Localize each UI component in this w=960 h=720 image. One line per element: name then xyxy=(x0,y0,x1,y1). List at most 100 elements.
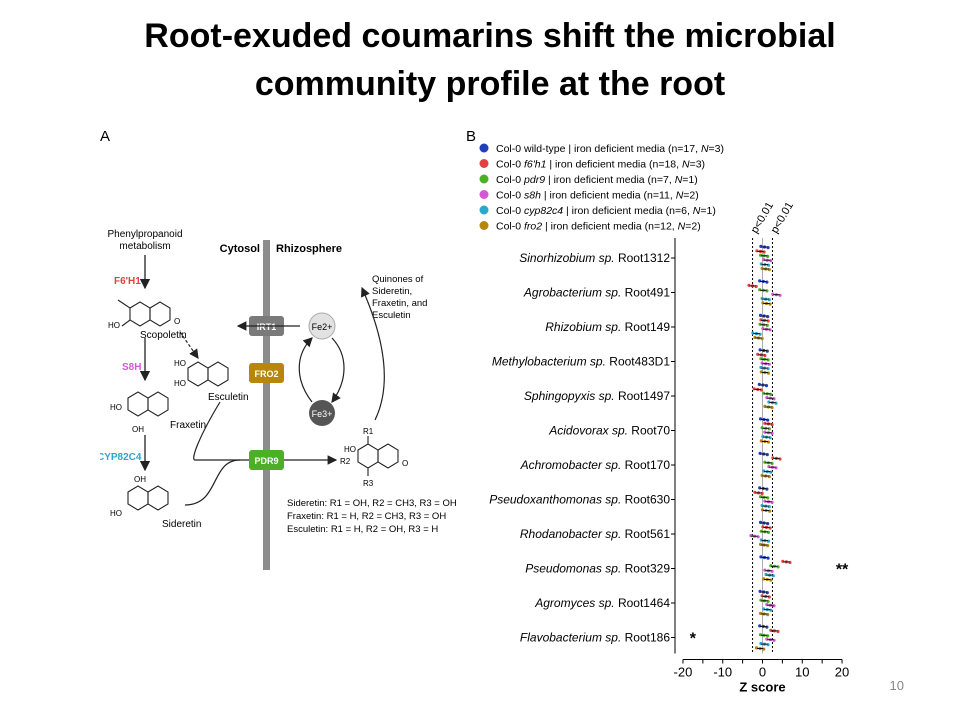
data-point xyxy=(774,401,778,405)
data-point xyxy=(776,565,780,569)
esculetin-label: Esculetin xyxy=(208,392,249,403)
data-point xyxy=(759,262,763,266)
data-point xyxy=(759,529,763,533)
legend-marker xyxy=(479,143,489,153)
title-line-1: Root-exuded coumarins shift the microbia… xyxy=(144,17,836,55)
data-point xyxy=(771,456,775,460)
x-tick-label: 10 xyxy=(795,665,809,680)
data-point xyxy=(758,633,763,637)
data-point xyxy=(763,460,767,464)
data-point xyxy=(771,574,775,578)
data-point xyxy=(769,470,773,474)
data-point xyxy=(749,534,753,538)
strain-label: Flavobacterium sp. Root186 xyxy=(520,631,670,645)
data-point xyxy=(766,246,770,250)
data-point xyxy=(753,490,757,494)
enzyme-cyp82c4: CYP82C4 xyxy=(100,452,142,463)
data-point xyxy=(765,289,769,293)
fraxetin-structure xyxy=(127,391,169,417)
scopoletin-structure xyxy=(117,299,171,327)
legend-entry: Col-0 fro2 | iron deficient media (n=12,… xyxy=(496,221,701,233)
data-point xyxy=(747,283,751,287)
strain-label: Methylobacterium sp. Root483D1 xyxy=(492,355,670,369)
data-point xyxy=(759,641,763,646)
data-point xyxy=(767,298,771,302)
data-point xyxy=(768,328,772,332)
strain-label: Pseudoxanthomonas sp. Root630 xyxy=(489,493,670,507)
data-point xyxy=(770,431,774,435)
data-points: *** xyxy=(690,244,849,651)
fe3-ion xyxy=(309,400,335,426)
data-point xyxy=(766,599,770,603)
data-point xyxy=(769,578,773,582)
data-point xyxy=(769,392,773,396)
data-point xyxy=(758,611,763,615)
data-point xyxy=(763,568,767,572)
fe3-label: Fe3+ xyxy=(312,409,333,419)
data-point xyxy=(778,293,782,297)
data-point xyxy=(761,434,765,439)
slide-title: Root-exuded coumarins shift the microbia… xyxy=(60,12,920,108)
data-point xyxy=(760,361,764,365)
fe-reduction-cycle-right xyxy=(331,337,345,403)
data-point xyxy=(762,469,766,473)
significance-star: * xyxy=(690,631,697,648)
sideretin-ho: HO xyxy=(110,509,122,518)
data-point xyxy=(776,629,780,634)
data-point xyxy=(760,266,764,270)
phenylpropanoid-line-2: metabolism xyxy=(119,241,170,252)
data-point xyxy=(759,365,763,370)
data-point xyxy=(758,279,762,283)
oxidation-arrow xyxy=(361,286,385,421)
data-point xyxy=(758,313,763,317)
data-point xyxy=(762,647,766,651)
data-point xyxy=(765,637,769,641)
data-point xyxy=(760,296,764,301)
data-point xyxy=(754,646,759,650)
data-point xyxy=(760,491,764,496)
data-point xyxy=(770,500,774,504)
data-point xyxy=(763,421,767,425)
data-point xyxy=(764,572,768,577)
data-point xyxy=(758,253,763,257)
data-point xyxy=(758,589,762,593)
data-point xyxy=(770,569,774,573)
data-point xyxy=(765,591,769,595)
strain-label: Agrobacterium sp. Root491 xyxy=(523,286,670,300)
sideretin-structure xyxy=(127,485,169,511)
data-point xyxy=(759,538,763,542)
data-point xyxy=(769,259,773,263)
data-point xyxy=(752,387,756,391)
data-point xyxy=(758,348,762,352)
data-point xyxy=(755,249,759,253)
data-point xyxy=(765,453,769,457)
cytosol-label: Cytosol xyxy=(220,243,260,255)
quinones-line-2: Sideretin, xyxy=(372,286,412,297)
data-point xyxy=(761,301,765,305)
data-point xyxy=(766,522,770,526)
strain-label: Rhizobium sp. Root149 xyxy=(545,320,670,334)
legend-entry: Col-0 f6'h1 | iron deficient media (n=18… xyxy=(496,159,705,171)
x-tick-label: 0 xyxy=(759,665,766,680)
data-point xyxy=(767,268,771,272)
fro2-transporter: FRO2 xyxy=(249,363,284,383)
structure-legend-sideretin: Sideretin: R1 = OH, R2 = CH3, R3 = OH xyxy=(287,498,457,509)
x-axis: -20 -10 0 10 20 Z score xyxy=(674,659,849,695)
data-point xyxy=(766,418,770,422)
data-point xyxy=(759,318,763,322)
data-point xyxy=(766,367,770,371)
data-point xyxy=(769,628,773,632)
esculetin-ho-bottom: HO xyxy=(174,379,186,388)
fraxetin-to-pdr9-curve xyxy=(193,401,257,461)
fraxetin-ho: HO xyxy=(110,403,122,412)
data-point xyxy=(765,603,769,607)
r1-label: R1 xyxy=(363,427,374,436)
slide-number: 10 xyxy=(889,678,904,693)
data-point xyxy=(758,288,762,292)
data-point xyxy=(759,439,763,443)
data-point xyxy=(760,337,764,341)
data-point xyxy=(766,530,771,534)
x-tick-label: -10 xyxy=(713,665,732,680)
data-point xyxy=(765,625,769,629)
chart-legend: Col-0 wild-type | iron deficient media (… xyxy=(479,143,724,233)
